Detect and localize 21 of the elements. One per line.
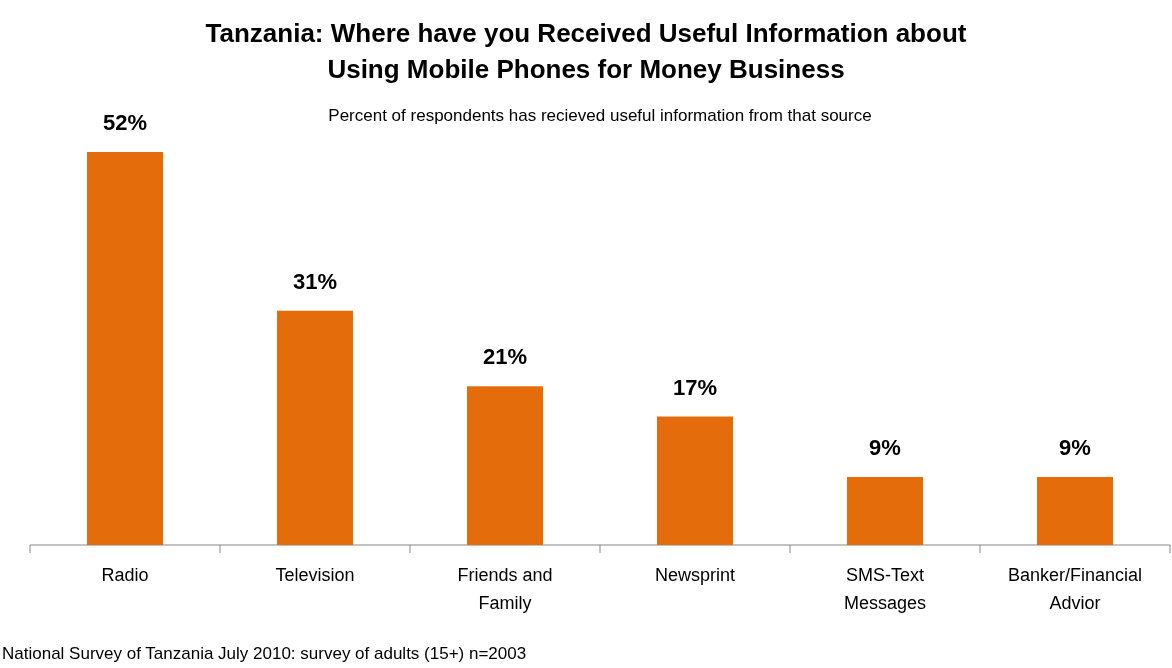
text: National Survey of Tanzania July 2010: survey of adults (15+) n=2003 <box>2 644 527 663</box>
x-tick-label: Newsprint <box>654 565 736 585</box>
x-tick-label: Television <box>275 565 355 585</box>
data-label: 52% <box>102 110 148 135</box>
bar <box>847 476 923 545</box>
x-tick-label: Friends and Family <box>457 565 553 613</box>
bar <box>657 416 733 545</box>
data-label: 9% <box>869 434 901 460</box>
data-label: 17% <box>672 374 718 400</box>
bar <box>87 152 163 545</box>
data-label: 9% <box>1059 434 1091 460</box>
chart-title: Tanzania: Where have you Received Useful Information about Using Mobile Phones for Money Business <box>205 18 967 84</box>
x-tick-label: Radio <box>101 565 149 585</box>
x-tick-label: SMS-Text Messages <box>843 565 927 613</box>
data-label: 31% <box>292 268 338 294</box>
x-tick-label: Banker/Financial Advior <box>1007 565 1143 613</box>
data-label: 21% <box>482 344 528 370</box>
bar <box>467 386 543 545</box>
bar <box>277 310 353 545</box>
chart-subtitle: Percent of respondents has recieved useful information from that source <box>328 106 872 125</box>
bar <box>1037 476 1113 545</box>
